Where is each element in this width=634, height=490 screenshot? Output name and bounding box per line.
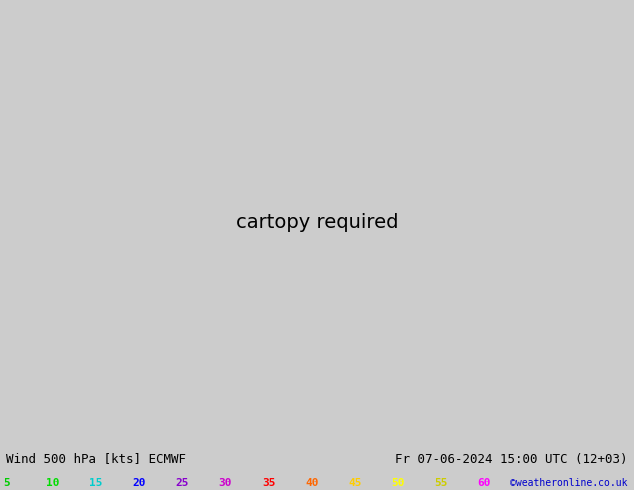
Text: 5: 5 <box>3 478 10 488</box>
Text: 50: 50 <box>391 478 404 488</box>
Text: 10: 10 <box>46 478 60 488</box>
Text: 45: 45 <box>348 478 361 488</box>
Text: 40: 40 <box>305 478 318 488</box>
Text: 30: 30 <box>219 478 232 488</box>
Text: 60: 60 <box>477 478 491 488</box>
Text: 35: 35 <box>262 478 275 488</box>
Text: 55: 55 <box>434 478 448 488</box>
Text: 20: 20 <box>133 478 146 488</box>
Text: cartopy required: cartopy required <box>236 214 398 232</box>
Text: 25: 25 <box>176 478 189 488</box>
Text: Wind 500 hPa [kts] ECMWF: Wind 500 hPa [kts] ECMWF <box>6 453 186 466</box>
Text: Fr 07-06-2024 15:00 UTC (12+03): Fr 07-06-2024 15:00 UTC (12+03) <box>395 453 628 466</box>
Text: ©weatheronline.co.uk: ©weatheronline.co.uk <box>510 478 628 488</box>
Text: 15: 15 <box>89 478 103 488</box>
